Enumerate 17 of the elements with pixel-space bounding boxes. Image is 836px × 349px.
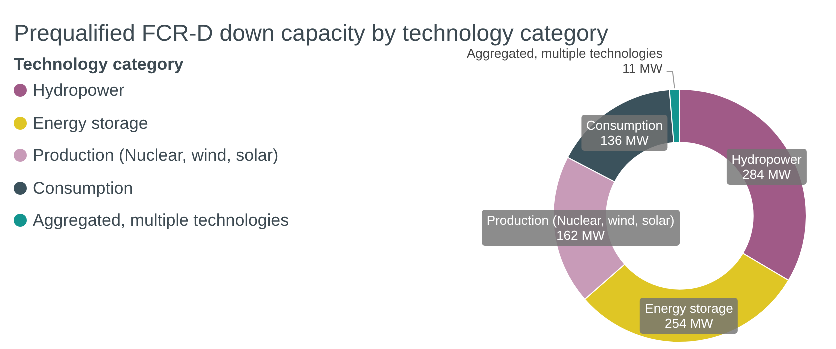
slice-label: Production (Nuclear, wind, solar)	[486, 213, 675, 228]
chart-title: Prequalified FCR-D down capacity by technology category	[14, 20, 608, 47]
data-label: 162 MW	[556, 228, 606, 244]
slice-label: Energy storage	[645, 300, 734, 316]
data-label: 254 MW	[665, 316, 714, 330]
legend-title: Technology category	[14, 55, 185, 75]
legend-label: Consumption	[33, 178, 134, 198]
legend-label: Energy storage	[33, 114, 148, 134]
data-label: 284 MW	[742, 166, 792, 182]
legend-label: Aggregated, multiple technologies	[33, 211, 290, 231]
legend-label: Hydropower	[33, 81, 125, 101]
slice-label: Consumption	[586, 118, 664, 133]
data-label: 11 MW	[622, 60, 663, 76]
slice-label: Hydropower	[732, 152, 802, 167]
legend-label: Production (Nuclear, wind, solar)	[33, 146, 279, 166]
slice-label: Aggregated, multiple technologies	[466, 46, 663, 61]
data-label: 136 MW	[600, 132, 649, 148]
